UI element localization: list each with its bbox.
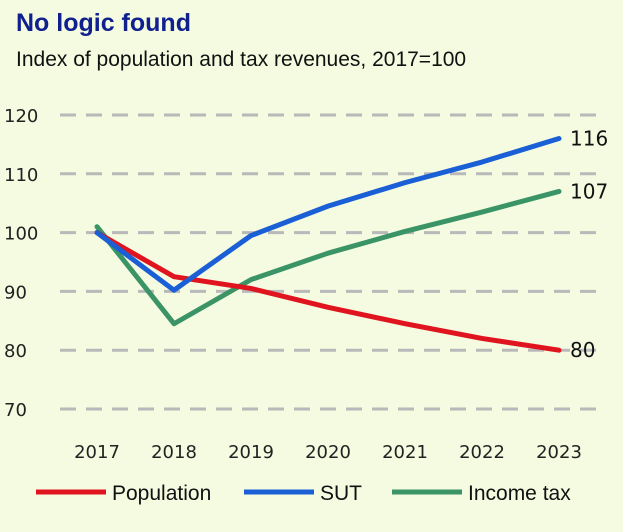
end-label: 116 (570, 127, 608, 151)
series-line-sut (94, 136, 562, 293)
series-lines (94, 136, 562, 353)
y-tick-label: 80 (4, 341, 27, 362)
y-tick-label: 70 (4, 400, 27, 421)
chart-subtitle: Index of population and tax revenues, 20… (16, 48, 467, 71)
end-labels: 80 116 107 (570, 127, 608, 363)
y-tick-label: 100 (4, 224, 38, 245)
legend-label: Income tax (468, 482, 571, 505)
end-label: 80 (570, 338, 595, 362)
chart-title: No logic found (16, 9, 191, 37)
end-label: 107 (570, 179, 608, 203)
y-tick-label: 90 (4, 282, 27, 303)
legend-label: SUT (320, 482, 362, 505)
legend-label: Population (112, 482, 211, 505)
series-line-population (94, 230, 562, 353)
x-axis-ticks: 2017 2018 2019 2020 2021 2022 2023 (74, 442, 582, 463)
x-tick-label: 2019 (228, 442, 274, 463)
series-line-income-tax (94, 188, 562, 327)
x-tick-label: 2023 (536, 442, 582, 463)
legend: Population SUT Income tax (36, 482, 571, 505)
x-tick-label: 2021 (382, 442, 428, 463)
y-axis-ticks: 120 110 100 90 80 70 (4, 106, 38, 421)
x-tick-label: 2017 (74, 442, 120, 463)
y-tick-label: 120 (4, 106, 38, 127)
x-tick-label: 2020 (305, 442, 351, 463)
x-tick-label: 2022 (459, 442, 505, 463)
y-tick-label: 110 (4, 165, 38, 186)
gridlines (60, 113, 600, 411)
x-tick-label: 2018 (151, 442, 197, 463)
